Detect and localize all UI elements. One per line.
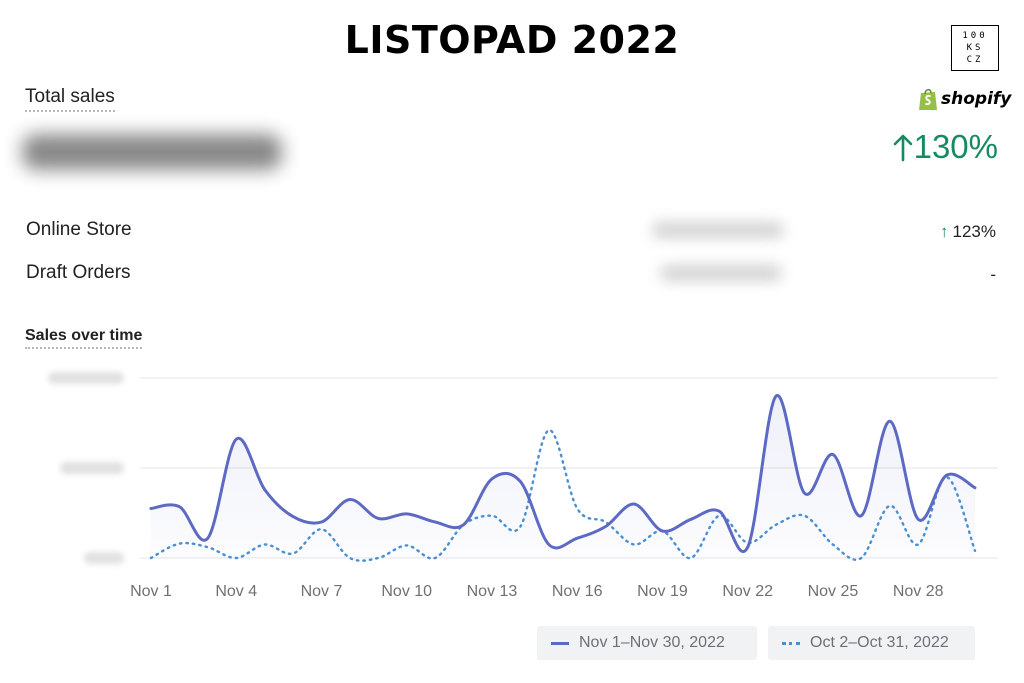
legend-label-current: Nov 1–Nov 30, 2022 [579,634,725,651]
arrow-up-icon: ↑ [940,222,949,241]
x-tick-label: Nov 1 [130,583,172,600]
total-sales-value-obscured [22,134,282,170]
legend-item-previous[interactable]: Oct 2–Oct 31, 2022 [768,626,975,660]
y-tick-label-obscured [48,372,124,384]
x-tick-label: Nov 4 [215,583,257,600]
legend-item-current[interactable]: Nov 1–Nov 30, 2022 [537,626,757,660]
shopify-wordmark: shopify [941,89,1012,109]
y-tick-label-obscured [84,552,124,564]
sales-over-time-title: Sales over time [25,327,143,349]
brand-line-3: CZ [966,55,984,65]
brand-line-2: KS [966,43,984,53]
brand-line-1: 100 [962,31,988,41]
brand-logo: 100 KS CZ [951,25,999,71]
legend-solid-swatch [551,641,569,645]
total-sales-title: Total sales [25,86,115,112]
series-current-area [151,395,975,558]
channel-draft-orders-value-obscured [660,265,782,281]
channel-online-store-change: ↑ 123% [940,222,996,242]
channel-online-store-value-obscured [652,222,784,238]
x-tick-label: Nov 16 [552,583,603,600]
total-sales-growth-value: 130% [913,128,998,165]
y-tick-label-obscured [60,462,124,474]
legend-label-previous: Oct 2–Oct 31, 2022 [810,634,949,651]
x-tick-label: Nov 25 [808,583,859,600]
channel-online-store-change-value: 123% [952,222,996,241]
shopify-logo: shopify [918,86,1011,112]
channel-draft-orders-label: Draft Orders [26,262,131,283]
x-tick-label: Nov 10 [381,583,432,600]
series-previous-line [149,428,977,562]
x-tick-label: Nov 22 [722,583,773,600]
x-tick-label: Nov 28 [893,583,944,600]
channel-online-store-label: Online Store [26,219,132,240]
arrow-up-icon [893,134,912,162]
sales-line-chart: Nov 1 Nov 4 Nov 7 Nov 10 Nov 13 Nov 16 Nov 19 N… [48,372,998,600]
x-tick-label: Nov 13 [467,583,518,600]
total-sales-growth: 130% [892,128,998,166]
x-tick-label: Nov 7 [301,583,343,600]
shopping-bag-icon [919,88,937,110]
page-headline: LISTOPAD 2022 [344,18,680,62]
channel-draft-orders-change: - [990,265,996,284]
x-tick-label: Nov 19 [637,583,688,600]
series-current-line [149,394,977,553]
legend-dotted-swatch [782,641,800,645]
